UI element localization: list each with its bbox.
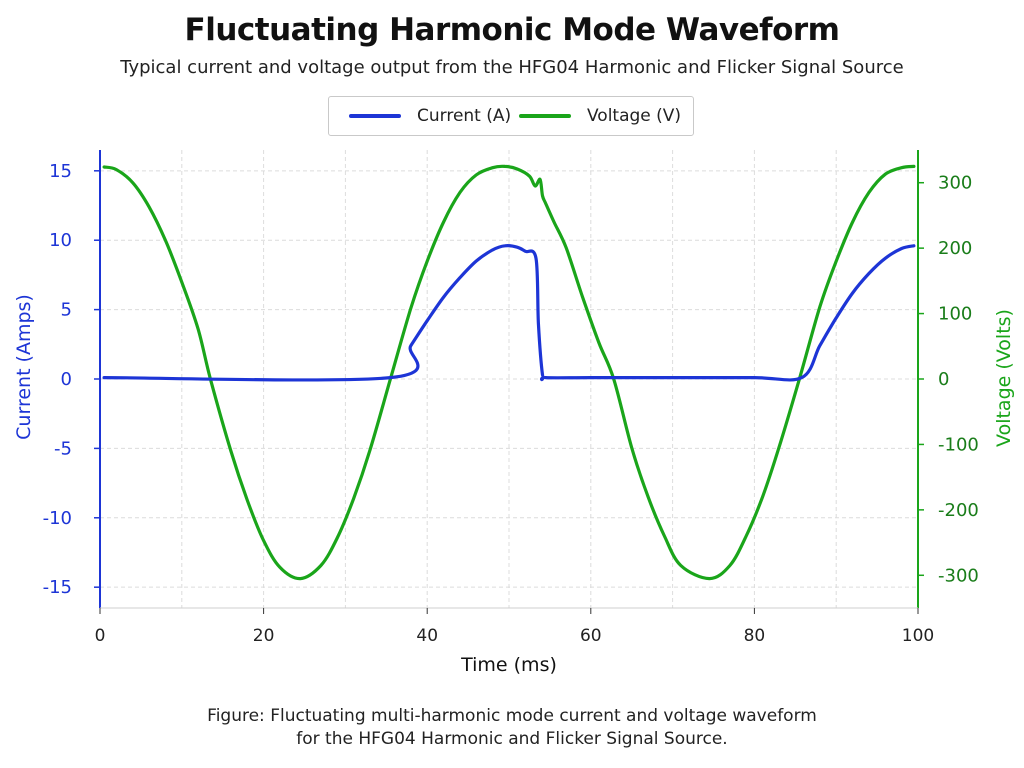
chart-title: Fluctuating Harmonic Mode Waveform [184,12,840,48]
y-axis-left-label: Current (Amps) [13,294,35,440]
legend-item-current: Current (A) [349,97,511,135]
y-right-tick-label: 100 [938,304,972,325]
x-tick-label: 60 [580,626,602,646]
y-left-tick-label: 0 [61,369,72,390]
legend-swatch-voltage [519,114,571,118]
legend-label-voltage: Voltage (V) [587,106,682,126]
legend-item-voltage: Voltage (V) [519,97,681,135]
y-left-tick-label: 5 [61,300,72,321]
figure-caption: Figure: Fluctuating multi-harmonic mode … [0,705,1024,751]
grid [100,150,918,608]
y-right-tick-label: 300 [938,173,972,194]
caption-line-1: Figure: Fluctuating multi-harmonic mode … [207,706,817,726]
x-tick-label: 40 [416,626,438,646]
chart-plot: 0 20 40 60 80 100 15 10 5 0 -5 -10 -15 300 200 100 0 -100… [13,150,1015,676]
y-right-tick-label: 200 [938,238,972,259]
x-tick-label: 20 [253,626,275,646]
series-line-current [102,244,916,382]
y-right-tick-label: 0 [938,369,949,390]
y-left-tick-label: 15 [49,161,72,182]
legend-swatch-current [349,114,401,118]
x-axis-label: Time (ms) [460,654,557,676]
y-left-tick-label: 10 [49,230,72,251]
y-left-tick-label: -15 [43,577,72,598]
tick-marks [94,170,924,614]
y-axis-right-label: Voltage (Volts) [993,309,1015,447]
y-right-tick-label: -300 [938,565,979,586]
x-tick-label: 0 [95,626,106,646]
x-tick-label: 100 [902,626,934,646]
tick-labels: 0 20 40 60 80 100 15 10 5 0 -5 -10 -15 300 200 100 0 -100… [43,161,979,646]
y-right-tick-label: -100 [938,434,979,455]
chart-subtitle: Typical current and voltage output from … [120,57,904,78]
series-lines [102,164,916,581]
y-right-tick-label: -200 [938,500,979,521]
x-tick-label: 80 [744,626,766,646]
legend: Current (A) Voltage (V) [328,96,694,136]
y-left-tick-label: -5 [54,438,72,459]
caption-line-2: for the HFG04 Harmonic and Flicker Signa… [296,729,728,749]
series-line-voltage [102,164,916,581]
legend-label-current: Current (A) [417,106,512,126]
y-left-tick-label: -10 [43,508,72,529]
